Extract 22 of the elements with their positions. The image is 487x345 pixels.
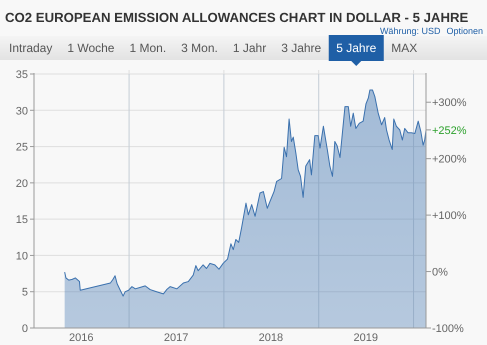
y-tick-label: 10 xyxy=(16,250,28,262)
y2-tick-label: +100% xyxy=(432,210,467,222)
text: Optionen xyxy=(446,26,483,36)
y2-tick-label: 0% xyxy=(432,266,448,279)
x-tick-label: 2019 xyxy=(353,332,378,344)
y-tick-label: 0 xyxy=(22,323,28,335)
y2-tick-label: +200% xyxy=(432,154,467,166)
y-tick-label: 30 xyxy=(16,105,28,118)
y-tick-label: 25 xyxy=(16,142,28,154)
y-tick-label: 35 xyxy=(16,69,28,81)
y-tick-label: 5 xyxy=(22,286,28,299)
y2-tick-label: -100% xyxy=(432,323,464,335)
tab-bar: Intraday 1 Woche 1 Mon. 3 Mon. 1 Jahr 3 Jahre 5 Jahre MAX xyxy=(0,35,487,66)
x-tick-label: 2017 xyxy=(164,332,188,344)
y2-tick-label: +300% xyxy=(432,97,467,110)
chart-title: CO2 EUROPEAN EMISSION ALLOWANCES CHART IN DOLLAR - 5 JAHRE xyxy=(5,10,469,25)
y-tick-label: 15 xyxy=(16,214,28,226)
text: Währung: USD xyxy=(380,26,441,36)
x-tick-label: 2018 xyxy=(258,332,284,344)
annotation: +252% xyxy=(432,124,467,137)
y-tick-label: 20 xyxy=(16,178,28,190)
x-tick-label: 2016 xyxy=(69,332,94,344)
